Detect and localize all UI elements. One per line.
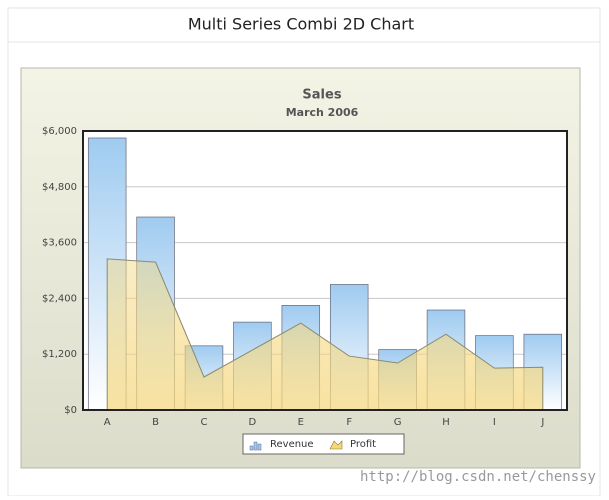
plot-border	[82, 130, 568, 411]
y-tick-label: $3,600	[42, 238, 77, 249]
x-tick-label: G	[394, 417, 402, 428]
y-tick-label: $2,400	[42, 293, 77, 304]
x-tick-label: B	[152, 417, 159, 428]
area	[106, 258, 544, 411]
y-tick-label: $1,200	[42, 349, 77, 360]
x-tick-label: C	[201, 417, 208, 428]
legend-label: Profit	[350, 439, 376, 450]
x-tick-label: D	[249, 417, 257, 428]
watermark: http://blog.csdn.net/chenssy	[360, 469, 596, 485]
legend	[242, 433, 405, 455]
x-tick-label: H	[442, 417, 450, 428]
x-tick-label: E	[298, 417, 304, 428]
legend-icon	[253, 441, 258, 451]
x-tick-label: I	[493, 417, 496, 428]
page-title: Multi Series Combi 2D Chart	[188, 15, 414, 34]
y-tick-label: $0	[64, 405, 77, 416]
y-tick-label: $6,000	[42, 126, 77, 137]
legend-icon	[257, 443, 262, 451]
chart-subtitle: March 2006	[286, 106, 359, 119]
legend-icon	[249, 445, 254, 451]
legend-label: Revenue	[270, 439, 314, 450]
y-tick-label: $4,800	[42, 182, 77, 193]
x-tick-label: J	[540, 417, 544, 428]
chart-title: Sales	[302, 88, 341, 103]
legend-icon	[329, 440, 343, 450]
x-tick-label: F	[346, 417, 352, 428]
x-tick-label: A	[104, 417, 111, 428]
